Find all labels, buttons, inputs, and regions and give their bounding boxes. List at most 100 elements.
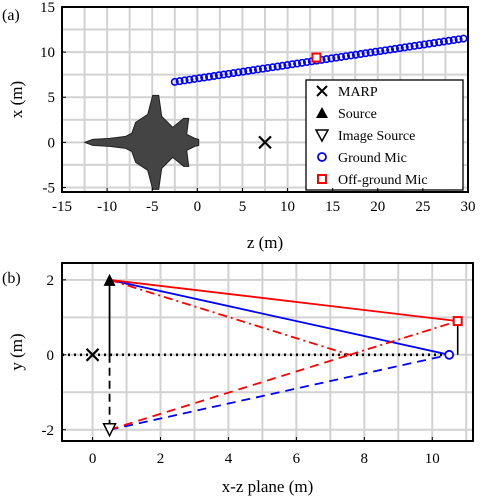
- panel-label-a: (a): [2, 7, 20, 24]
- ground-mic-point: [268, 63, 277, 72]
- x-tick-label: 10: [425, 451, 440, 467]
- legend-label: Off-ground Mic: [338, 173, 428, 188]
- ground-mic-point: [435, 38, 444, 47]
- ground-mic-point: [415, 41, 424, 50]
- legend-image-source-icon: [314, 129, 330, 143]
- x-tick-label: 5: [239, 199, 247, 215]
- ground-mic-point: [249, 66, 258, 75]
- x-tick-label: -15: [52, 199, 72, 215]
- x-tick-label: 10: [280, 199, 295, 215]
- ground-mic-point: [278, 61, 287, 70]
- ground-mic-point: [298, 58, 307, 67]
- direct-path-offground: [109, 278, 458, 322]
- y-tick-label: 0: [48, 135, 56, 151]
- x-tick-label: 0: [89, 451, 97, 467]
- ground-mic-point: [371, 47, 380, 56]
- ground-mic-point: [327, 54, 336, 63]
- ground-mic-point: [214, 71, 223, 80]
- ground-mic-point: [405, 42, 414, 51]
- ground-mic-point: [337, 52, 346, 61]
- ground-mic-point: [209, 72, 218, 81]
- x-tick-label: 25: [415, 199, 430, 215]
- ground-mic-point: [273, 62, 282, 71]
- ground-mic-point: [322, 55, 331, 64]
- ground-mic-series: [170, 34, 468, 86]
- ground-mic-point: [420, 40, 429, 49]
- ground-mic-point: [263, 63, 272, 72]
- x-tick-label: 20: [370, 199, 385, 215]
- y-tick-label: -2: [42, 423, 55, 439]
- image-path-offground: [109, 353, 350, 431]
- image-source-marker: [102, 423, 117, 438]
- ground-mic-point: [185, 75, 194, 84]
- ground-mic-point: [430, 38, 439, 47]
- ground-mic-point: [390, 44, 399, 53]
- aircraft-icon: [83, 94, 200, 190]
- y-tick-label: 2: [47, 273, 55, 289]
- x-tick-label: 4: [225, 451, 233, 467]
- x-tick-label: 0: [194, 199, 202, 215]
- legend-label: Image Source: [338, 129, 415, 144]
- ground-mic-point: [229, 69, 238, 78]
- ground-mic-point: [205, 72, 214, 81]
- ground-mic-point: [444, 36, 453, 45]
- x-tick-label: 30: [461, 199, 476, 215]
- plot-area-b: [62, 263, 473, 441]
- panel-b: 0 2 4 6 8 10 -2 0 2 x-z plane (m) y (m) (b): [2, 262, 474, 496]
- x-tick-label: -10: [97, 199, 117, 215]
- ground-mic-point: [439, 37, 448, 46]
- ground-mic-marker: [444, 349, 455, 360]
- panel-a: MARP Source Image Source Ground Mic Off-grou…: [2, 0, 476, 252]
- ground-mic-point: [410, 41, 419, 50]
- ground-mic-point: [356, 50, 365, 59]
- grid-b: [62, 263, 473, 441]
- panel-label-b: (b): [2, 270, 21, 287]
- ground-mic-point: [449, 36, 458, 45]
- x-axis-label-b: x-z plane (m): [222, 477, 314, 496]
- ground-mic-point: [342, 52, 351, 61]
- ground-mic-point: [253, 65, 262, 74]
- x-tick-label: 15: [325, 199, 340, 215]
- legend-offground-mic-icon: [317, 174, 327, 184]
- ground-mic-point: [293, 59, 302, 68]
- x-tick-label: 2: [157, 451, 165, 467]
- legend-label: MARP: [338, 85, 378, 100]
- x-tick-label: 6: [293, 451, 301, 467]
- ground-mic-point: [200, 73, 209, 82]
- legend-label: Ground Mic: [338, 151, 407, 166]
- source-marker: [103, 273, 116, 286]
- ground-mic-point: [400, 43, 409, 52]
- ground-mic-point: [190, 74, 199, 83]
- marp-point: [258, 135, 272, 150]
- ground-mic-point: [376, 47, 385, 56]
- ground-mic-point: [170, 77, 179, 86]
- ground-mic-point: [386, 45, 395, 54]
- legend-source-icon: [316, 107, 328, 118]
- ground-mic-point: [288, 60, 297, 69]
- ground-mic-point: [332, 53, 341, 62]
- x-tick-label: -5: [146, 199, 159, 215]
- ground-mic-point: [244, 66, 253, 75]
- ground-mic-point: [283, 61, 292, 70]
- y-axis-label-b: y (m): [7, 333, 26, 370]
- ground-mic-point: [239, 67, 248, 76]
- marp-marker: [85, 348, 100, 362]
- ground-mic-point: [361, 49, 370, 58]
- legend-ground-mic-icon: [317, 152, 327, 162]
- ground-mic-point: [395, 44, 404, 53]
- reflected-incident-offground: [109, 279, 350, 356]
- ground-mic-point: [459, 34, 468, 43]
- axes-frame-b: [61, 262, 474, 442]
- offground-mic-point: [311, 52, 322, 63]
- ground-mic-point: [180, 76, 189, 85]
- legend-label: Source: [338, 107, 377, 122]
- x-axis-label-a: z (m): [247, 233, 283, 252]
- ground-mic-point: [195, 74, 204, 83]
- y-tick-label: 15: [40, 0, 55, 16]
- axes-frame-a: [61, 6, 469, 193]
- ground-mic-point: [346, 51, 355, 60]
- y-tick-label: 0: [47, 348, 55, 364]
- legend-a: [305, 79, 464, 191]
- ground-mic-point: [224, 69, 233, 78]
